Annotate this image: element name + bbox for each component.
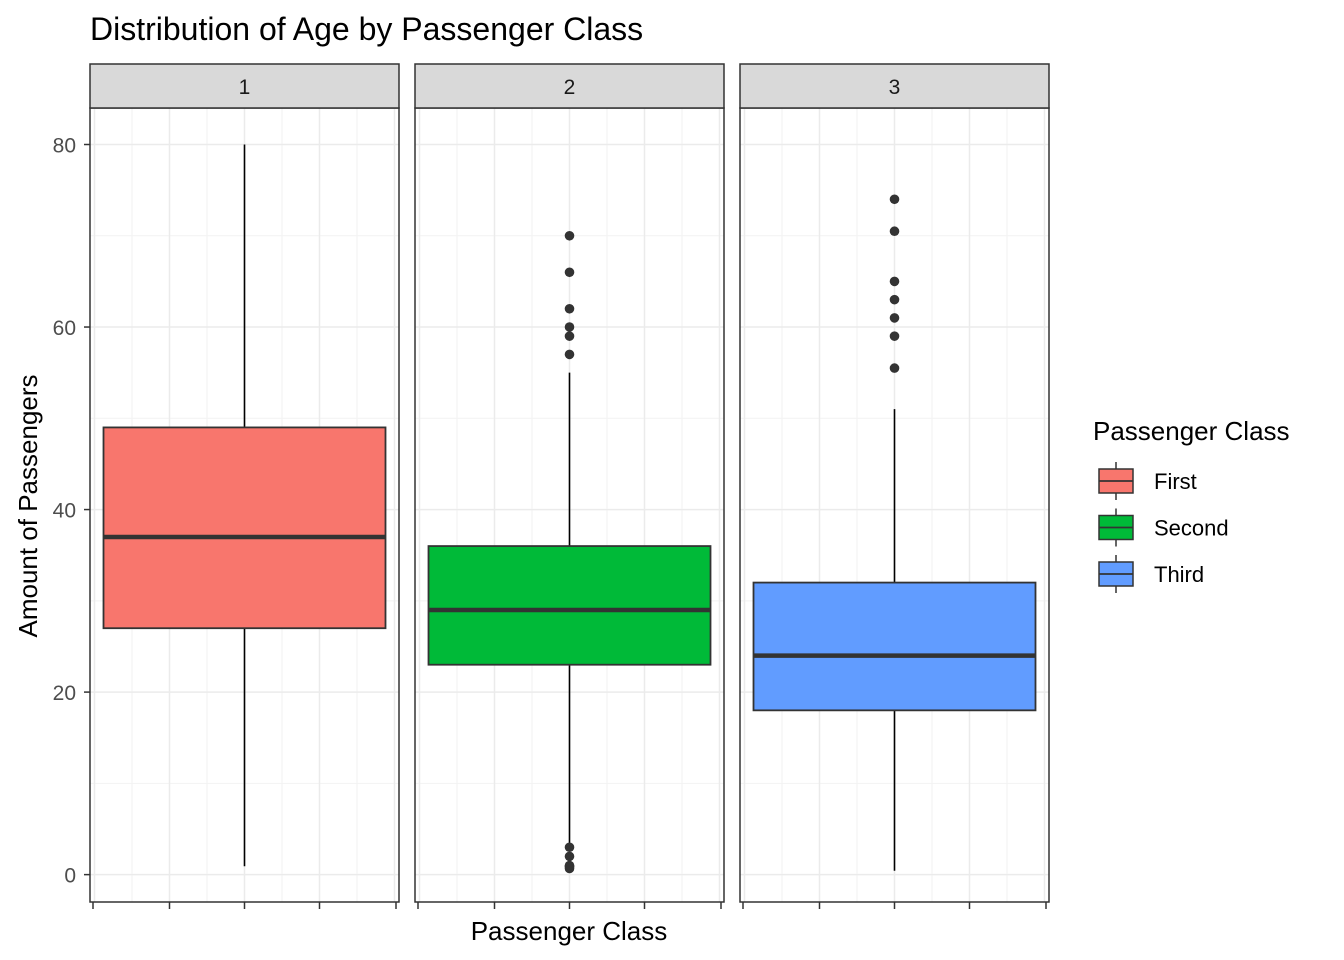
legend-item-third: Third [1098, 555, 1204, 593]
facet-panels: 1 2 3 [89, 63, 1050, 909]
y-tick-label: 80 [53, 135, 76, 158]
legend: Passenger Class First Second Third [1093, 416, 1290, 593]
outlier-point [889, 294, 900, 305]
box-third [752, 581, 1037, 712]
legend-item-first: First [1098, 462, 1197, 500]
outlier-point [564, 851, 575, 862]
facet-strip [739, 63, 1050, 109]
facet-panel-2: 2 [414, 63, 725, 909]
facet-panel-1: 1 [89, 63, 400, 909]
facet-strip [414, 63, 725, 109]
outlier-point [889, 313, 900, 323]
outlier-point [564, 322, 575, 332]
outlier-point [889, 363, 900, 373]
outlier-point [564, 349, 575, 360]
outlier-point [564, 331, 575, 341]
box-second [427, 545, 712, 666]
outlier-point [564, 860, 575, 871]
box-first [102, 426, 387, 630]
legend-label: First [1154, 469, 1197, 494]
facet-strip [89, 63, 400, 109]
outlier-point [889, 276, 900, 287]
legend-items: First Second Third [1098, 462, 1229, 593]
outlier-point [564, 230, 575, 241]
outlier-point [564, 303, 575, 314]
outlier-point [564, 267, 575, 278]
y-tick-label: 60 [53, 317, 76, 340]
facet-panel-3: 3 [739, 63, 1050, 909]
legend-title: Passenger Class [1093, 416, 1290, 446]
y-tick-label: 40 [53, 500, 76, 523]
y-tick-label: 20 [53, 682, 76, 705]
outlier-point [889, 194, 900, 205]
facet-strip-label: 3 [889, 76, 901, 99]
outlier-point [889, 331, 900, 341]
facet-strip-label: 2 [564, 76, 576, 99]
facet-strip-label: 1 [239, 76, 251, 99]
y-axis-title: Amount of Passengers [13, 374, 43, 637]
legend-label: Third [1154, 562, 1204, 587]
legend-item-second: Second [1098, 508, 1229, 547]
y-tick-label: 0 [64, 865, 76, 888]
y-axis: 0 20 40 60 80 [53, 135, 90, 888]
legend-label: Second [1154, 516, 1229, 541]
outlier-point [564, 842, 575, 853]
outlier-point [889, 226, 900, 237]
chart-title: Distribution of Age by Passenger Class [90, 11, 643, 47]
x-axis-title: Passenger Class [471, 916, 668, 946]
